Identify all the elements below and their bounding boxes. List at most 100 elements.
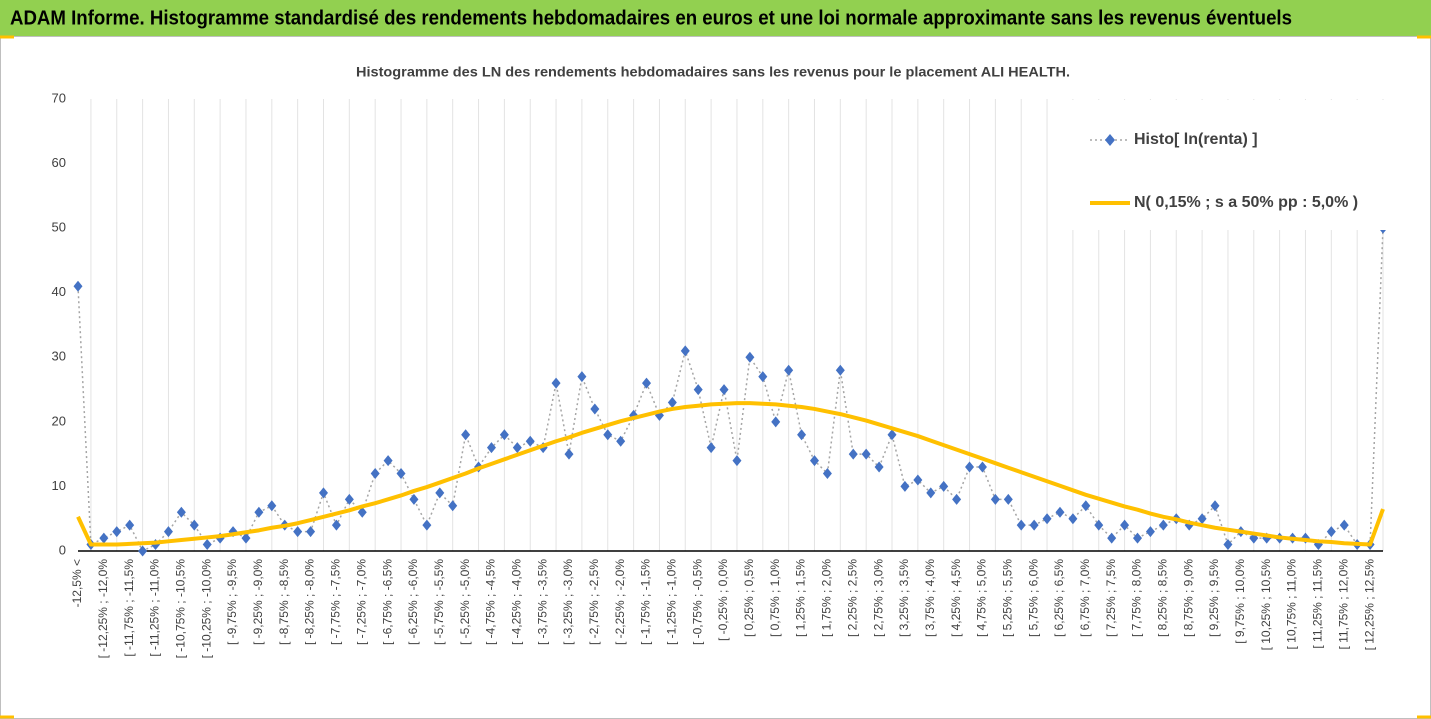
legend-marker <box>1105 134 1115 146</box>
data-point <box>1094 519 1104 531</box>
header-bar <box>0 0 1431 36</box>
data-point <box>784 364 794 376</box>
data-point <box>990 493 1000 505</box>
data-point <box>900 480 910 492</box>
data-point <box>848 448 858 460</box>
x-tick-label: [ 6,25% ; 6,5% <box>1052 559 1066 637</box>
data-point <box>99 532 109 544</box>
data-point <box>448 500 458 512</box>
x-tick-label: [ -4,25% ; -4,0% <box>509 559 523 645</box>
data-point <box>1029 519 1039 531</box>
data-point <box>1042 513 1052 525</box>
plot-area <box>73 222 1388 557</box>
data-point <box>125 519 135 531</box>
x-tick-label: [ 2,75% ; 3,0% <box>871 559 885 637</box>
data-point <box>112 526 122 538</box>
data-point <box>163 526 173 538</box>
data-point <box>719 384 729 396</box>
x-tick-label: [ 0,75% ; 1,0% <box>768 559 782 637</box>
data-point <box>525 435 535 447</box>
x-tick-label: [ -0,25% ; 0,0% <box>716 559 730 641</box>
data-point <box>874 461 884 473</box>
x-tick-label: [ 11,75% ; 12,0% <box>1336 559 1350 650</box>
x-tick-label: [ -2,75% ; -2,5% <box>587 559 601 645</box>
y-tick-label: 0 <box>59 542 66 557</box>
x-tick-label: [ 3,75% ; 4,0% <box>923 559 937 637</box>
x-tick-label: [ 1,25% ; 1,5% <box>794 559 808 637</box>
data-point <box>1326 526 1336 538</box>
grid: 0 10 20 30 40 50 60 70 -12,5% < [ -12,25% ; -12,0… <box>52 90 1384 659</box>
data-point <box>1133 532 1143 544</box>
data-point <box>1081 500 1091 512</box>
x-tick-label: [ -3,75% ; -3,5% <box>535 559 549 645</box>
data-point <box>939 480 949 492</box>
data-point <box>422 519 432 531</box>
data-point <box>913 474 923 486</box>
data-point <box>1120 519 1130 531</box>
data-point <box>383 455 393 467</box>
data-point <box>965 461 975 473</box>
x-tick-label: [ 12,25% ; 12,5% <box>1362 559 1376 651</box>
data-point <box>1107 532 1117 544</box>
data-point <box>1068 513 1078 525</box>
x-tick-label: [ -8,25% ; -8,0% <box>303 559 317 645</box>
x-tick-label: [ -10,75% ; -10,5% <box>174 559 188 659</box>
x-tick-label: [ 9,75% ; 10,0% <box>1233 559 1247 644</box>
x-tick-label: [ -7,25% ; -7,0% <box>354 559 368 645</box>
data-point <box>486 442 496 454</box>
data-point <box>318 487 328 499</box>
data-point <box>461 429 471 441</box>
y-tick-label: 20 <box>52 413 66 428</box>
data-point <box>1158 519 1168 531</box>
x-tick-label: [ -8,75% ; -8,5% <box>277 559 291 645</box>
data-point <box>667 396 677 408</box>
x-tick-label: [ -0,75% ; -0,5% <box>690 559 704 645</box>
data-point <box>603 429 613 441</box>
data-point <box>564 448 574 460</box>
data-point <box>590 403 600 415</box>
x-tick-label: [ -11,25% ; -11,0% <box>148 559 162 657</box>
x-tick-label: [ 10,25% ; 10,5% <box>1259 559 1273 651</box>
data-point <box>176 506 186 518</box>
chart-title: Histogramme des LN des rendements hebdom… <box>356 64 1070 80</box>
x-tick-label: [ -4,75% ; -4,5% <box>484 559 498 645</box>
data-point <box>551 377 561 389</box>
data-point <box>1339 519 1349 531</box>
x-tick-label: [ 4,25% ; 4,5% <box>949 559 963 637</box>
data-point <box>835 364 845 376</box>
x-tick-label: [ -7,75% ; -7,5% <box>329 559 343 645</box>
data-point <box>642 377 652 389</box>
data-point <box>499 429 509 441</box>
data-point <box>202 539 212 551</box>
x-tick-label: [ -2,25% ; -2,0% <box>613 559 627 645</box>
y-tick-label: 10 <box>52 478 66 493</box>
data-point <box>344 493 354 505</box>
x-tick-label: [ 10,75% ; 11,0% <box>1285 559 1299 650</box>
x-tick-label: [ -5,75% ; -5,5% <box>432 559 446 645</box>
data-point <box>254 506 264 518</box>
data-point <box>926 487 936 499</box>
x-tick-label: [ 7,25% ; 7,5% <box>1104 559 1118 637</box>
data-point <box>616 435 626 447</box>
x-tick-label: [ 7,75% ; 8,0% <box>1130 559 1144 637</box>
data-point <box>1055 506 1065 518</box>
x-tick-label: [ -9,25% ; -9,0% <box>251 559 265 645</box>
x-tick-label: [ 2,25% ; 2,5% <box>845 559 859 637</box>
y-tick-label: 50 <box>52 220 66 235</box>
data-point <box>435 487 445 499</box>
y-tick-label: 60 <box>52 155 66 170</box>
data-point <box>293 526 303 538</box>
data-point <box>1210 500 1220 512</box>
data-point <box>758 371 768 383</box>
x-tick-label: [ -1,75% ; -1,5% <box>639 559 653 645</box>
x-tick-label: [ -9,75% ; -9,5% <box>225 559 239 645</box>
data-point <box>745 351 755 363</box>
y-tick-label: 70 <box>52 90 66 105</box>
data-point <box>952 493 962 505</box>
data-point <box>189 519 199 531</box>
x-tick-label: [ 3,25% ; 3,5% <box>897 559 911 637</box>
data-point <box>138 545 148 557</box>
data-point <box>771 416 781 428</box>
